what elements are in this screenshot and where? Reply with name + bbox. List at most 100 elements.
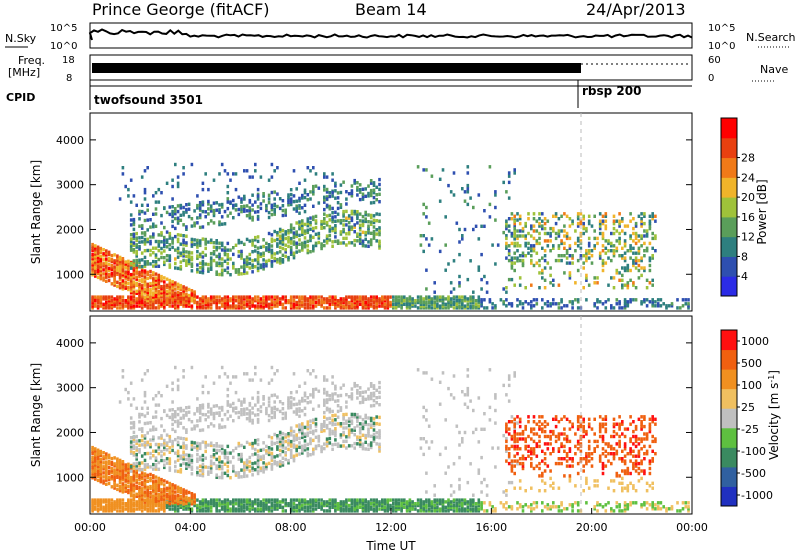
power-cell [645,249,649,253]
power-cell [361,299,365,303]
velocity-cell [129,426,133,430]
power-cell [361,244,365,248]
velocity-cell [323,420,326,424]
power-cell [576,300,580,304]
power-cell [654,236,657,241]
power-cell [121,302,125,306]
power-cell [408,306,412,310]
velocity-cell [163,443,166,447]
velocity-cell [273,505,276,509]
velocity-cell [118,500,122,504]
power-cell [301,219,304,223]
velocity-cell [198,502,202,506]
velocity-cell [121,462,125,466]
power-cell [516,256,519,260]
power-cell [149,225,152,229]
power-cell [113,253,116,257]
velocity-cell [345,405,348,409]
power-cell [369,222,373,226]
velocity-cell [154,456,158,460]
power-cell [358,212,362,216]
power-cell [568,254,572,258]
velocity-cell [345,393,348,397]
velocity-cell [127,476,130,481]
power-cell [146,208,149,212]
power-cell [149,235,152,239]
power-cell [129,277,133,281]
power-cell [163,238,166,242]
power-cell [436,299,439,303]
power-cell [640,266,643,270]
power-cell [124,266,127,270]
power-cell [284,248,287,252]
power-cell [138,217,141,221]
velocity-cell [267,505,271,509]
power-cell [94,260,97,264]
velocity-cell [152,484,155,488]
power-cell [472,297,475,301]
power-cell [549,304,552,308]
velocity-cell [303,425,307,430]
velocity-cell [94,461,97,465]
power-cell [505,304,508,308]
power-cell [557,231,561,236]
velocity-cell [91,500,94,504]
power-cell [458,284,461,288]
velocity-cell [105,464,108,468]
velocity-cell [138,415,141,419]
power-cell [303,240,307,244]
power-cell [190,269,194,273]
power-cell [458,306,461,310]
velocity-cell [356,388,359,393]
velocity-cell [171,495,174,499]
velocity-cell [256,502,260,506]
power-cell [187,261,191,266]
power-cell [634,241,638,246]
power-cell [612,226,616,231]
velocity-cell [207,502,210,506]
power-cell [135,252,138,256]
power-cell [152,281,155,285]
power-cell [163,260,166,264]
power-cell [174,281,177,285]
power-cell [378,246,381,250]
velocity-cell [179,503,183,508]
power-cell [637,258,641,263]
velocity-cell [157,403,161,407]
velocity-cell [320,498,323,502]
power-cell [140,284,144,288]
power-cell [323,299,326,303]
power-cell [204,262,207,266]
power-cell [171,241,174,245]
power-cell [140,288,144,292]
power-cell [196,249,199,254]
power-cell [383,299,387,303]
velocity-cell [138,439,141,443]
power-cell [314,232,318,236]
power-cell [571,254,574,258]
velocity-cell [107,503,111,508]
velocity-cell [163,495,166,499]
power-cell [303,209,307,214]
velocity-cell [356,505,359,509]
power-cell [163,294,166,298]
power-cell [168,288,172,293]
velocity-cell [193,445,196,450]
power-cell [549,302,552,306]
power-cell [345,236,348,240]
power-cell [530,244,533,248]
power-cell [265,241,268,246]
power-cell [505,244,508,248]
velocity-cell [256,465,260,469]
power-cell [127,265,130,269]
power-cell [585,298,588,302]
power-cell [353,238,356,243]
velocity-cell [361,498,365,502]
power-cell [347,306,351,310]
velocity-cell [118,464,122,469]
velocity-cell [267,507,271,511]
velocity-cell [163,445,166,449]
power-cell [207,202,210,206]
power-cell [254,169,257,173]
power-cell [546,231,550,236]
